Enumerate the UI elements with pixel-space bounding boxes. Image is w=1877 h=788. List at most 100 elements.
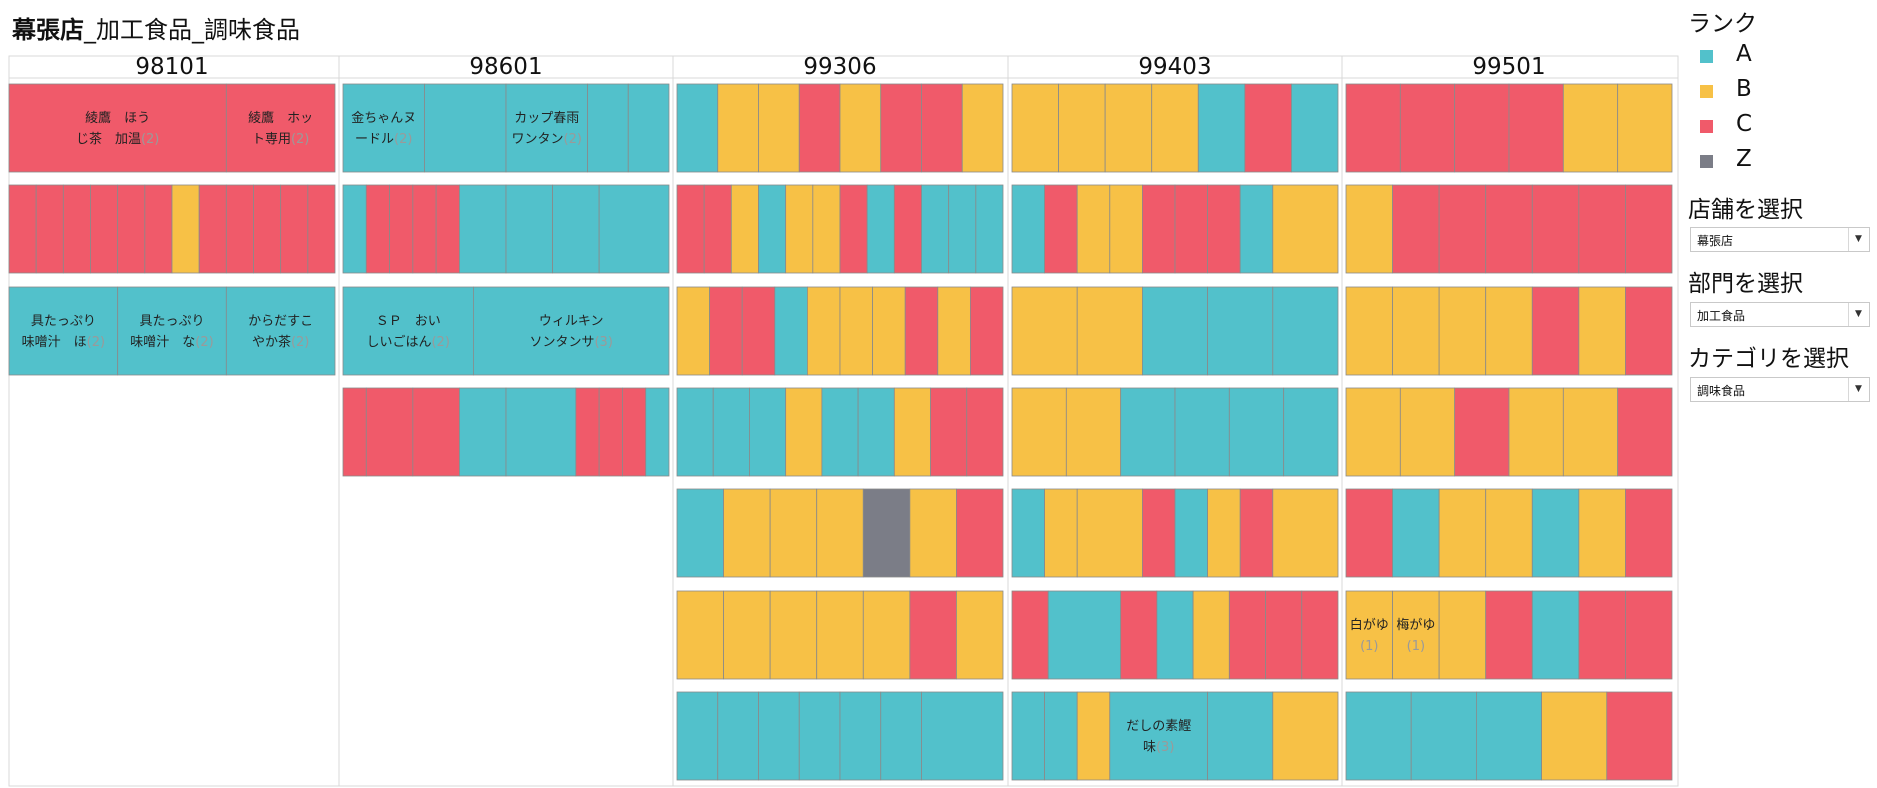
treemap-cell bbox=[1291, 83, 1339, 173]
treemap-cell bbox=[1625, 286, 1673, 376]
cell-count: (2) bbox=[195, 335, 213, 350]
treemap-cell bbox=[552, 184, 600, 274]
treemap-cell bbox=[785, 184, 814, 274]
treemap-cell bbox=[1392, 184, 1440, 274]
treemap-cell bbox=[1120, 590, 1158, 680]
treemap-cell bbox=[1228, 387, 1285, 477]
treemap-cell bbox=[598, 184, 670, 274]
treemap-cell bbox=[424, 83, 507, 173]
grid-frame bbox=[8, 55, 1679, 787]
dept-select[interactable]: 加工食品 ▼ bbox=[1690, 302, 1870, 327]
treemap-cell bbox=[909, 590, 957, 680]
treemap-cell bbox=[921, 691, 1004, 781]
category-filter-label: カテゴリを選択 bbox=[1688, 346, 1849, 372]
treemap-cell bbox=[342, 83, 425, 173]
treemap-cell bbox=[676, 387, 714, 477]
legend-label: C bbox=[1736, 111, 1753, 137]
cell-count: (2) bbox=[291, 132, 309, 147]
treemap-cell bbox=[966, 387, 1004, 477]
treemap-cell bbox=[769, 590, 818, 680]
cell-label: しいごはん(2) bbox=[366, 334, 449, 350]
treemap-cell bbox=[1531, 590, 1580, 680]
cell-label: 白がゆ bbox=[1350, 617, 1389, 633]
treemap-cell bbox=[880, 691, 922, 781]
treemap-cell bbox=[730, 184, 759, 274]
treemap-cell bbox=[1011, 286, 1078, 376]
treemap-cell bbox=[1104, 83, 1153, 173]
dept-select-arrow[interactable]: ▼ bbox=[1848, 303, 1869, 326]
treemap-cell bbox=[774, 286, 808, 376]
title-store: 幕張店 bbox=[12, 16, 84, 44]
cell-label-text: ードル bbox=[355, 132, 394, 147]
treemap-cell bbox=[1392, 590, 1440, 680]
treemap-cell bbox=[812, 184, 841, 274]
treemap-cell bbox=[1076, 691, 1111, 781]
treemap-cell bbox=[676, 590, 724, 680]
treemap-cell bbox=[505, 184, 553, 274]
treemap-cell bbox=[1044, 184, 1078, 274]
treemap-cell bbox=[1508, 83, 1564, 173]
treemap-cell bbox=[1174, 488, 1208, 578]
treemap-cell bbox=[1345, 286, 1393, 376]
treemap-cell bbox=[1156, 590, 1194, 680]
cell-label: ワンタン(2) bbox=[512, 132, 582, 147]
cell-label: ト専用(2) bbox=[252, 132, 309, 147]
treemap-cell bbox=[1011, 691, 1045, 781]
treemap-cell bbox=[880, 83, 922, 173]
treemap-cell bbox=[8, 286, 119, 376]
cell-count: (3) bbox=[1156, 740, 1174, 755]
treemap-cell bbox=[1399, 387, 1456, 477]
category-select-value: 調味食品 bbox=[1697, 384, 1746, 398]
store-select-arrow[interactable]: ▼ bbox=[1848, 228, 1869, 251]
cell-label: ウィルキン bbox=[539, 314, 604, 329]
treemap-cell bbox=[505, 83, 588, 173]
treemap-cell bbox=[1272, 286, 1339, 376]
treemap-cell bbox=[412, 184, 437, 274]
treemap-cell bbox=[459, 387, 507, 477]
treemap-cell bbox=[8, 184, 37, 274]
cell-label: だしの素鰹 bbox=[1126, 719, 1191, 734]
treemap-cell bbox=[956, 590, 1004, 680]
treemap-cell bbox=[1011, 590, 1049, 680]
treemap-cell bbox=[1508, 387, 1564, 477]
treemap-cell bbox=[587, 83, 629, 173]
treemap-cell bbox=[225, 184, 254, 274]
legend-title: ランク bbox=[1688, 11, 1757, 37]
cell-label: からだすこ bbox=[248, 314, 313, 329]
treemap-cell bbox=[412, 387, 460, 477]
treemap-cell bbox=[280, 184, 309, 274]
cell-label: じ茶 加温(2) bbox=[76, 131, 159, 147]
treemap-cell bbox=[598, 387, 623, 477]
treemap-cell bbox=[758, 184, 787, 274]
category-select-arrow[interactable]: ▼ bbox=[1848, 378, 1869, 401]
cell-label: カップ春雨 bbox=[514, 111, 579, 126]
treemap-cell bbox=[1265, 590, 1303, 680]
treemap-cell bbox=[1076, 286, 1143, 376]
treemap-cell bbox=[1228, 590, 1266, 680]
treemap-cell bbox=[435, 184, 460, 274]
treemap-cell bbox=[1578, 590, 1626, 680]
treemap-cell bbox=[1562, 83, 1619, 173]
treemap-cell bbox=[758, 691, 800, 781]
treemap-cell bbox=[1272, 184, 1339, 274]
cell-label: 綾鷹 ほう bbox=[85, 110, 150, 126]
legend-swatch bbox=[1700, 50, 1713, 63]
treemap-cell bbox=[342, 286, 474, 376]
cell-count: (2) bbox=[291, 335, 309, 350]
category-select[interactable]: 調味食品 ▼ bbox=[1690, 377, 1870, 402]
dept-select-value: 加工食品 bbox=[1697, 309, 1746, 323]
treemap-cell bbox=[709, 286, 743, 376]
treemap-cell bbox=[1197, 83, 1246, 173]
treemap-cell bbox=[1207, 691, 1274, 781]
cell-count: (3) bbox=[594, 335, 612, 350]
cell-label: 具たっぷり bbox=[139, 314, 204, 329]
treemap-cell bbox=[839, 286, 873, 376]
treemap-cell bbox=[1011, 488, 1045, 578]
treemap-cell bbox=[839, 184, 868, 274]
store-select[interactable]: 幕張店 ▼ bbox=[1690, 227, 1870, 252]
dept-filter-label: 部門を選択 bbox=[1688, 271, 1803, 297]
cell-label-text: じ茶 加温 bbox=[76, 131, 141, 147]
cell-label: 金ちゃんヌ bbox=[351, 110, 416, 126]
legend-label: B bbox=[1736, 76, 1752, 102]
treemap-cell bbox=[1142, 488, 1176, 578]
